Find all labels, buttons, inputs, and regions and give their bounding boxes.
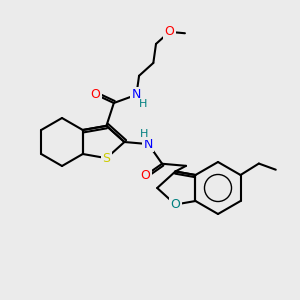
Text: H: H — [140, 129, 148, 139]
Text: O: O — [164, 26, 174, 38]
Text: O: O — [170, 198, 180, 211]
Text: O: O — [140, 169, 150, 182]
Text: S: S — [102, 152, 110, 165]
Text: N: N — [144, 138, 153, 151]
Text: H: H — [139, 99, 148, 109]
Text: N: N — [132, 88, 141, 101]
Text: O: O — [140, 169, 150, 182]
Text: S: S — [102, 152, 110, 165]
Text: O: O — [164, 26, 174, 38]
Text: H: H — [140, 129, 148, 139]
Text: N: N — [144, 138, 153, 151]
Text: O: O — [90, 88, 100, 101]
Text: H: H — [139, 99, 148, 109]
Text: N: N — [132, 88, 141, 101]
Text: O: O — [90, 88, 100, 101]
Text: O: O — [170, 198, 180, 211]
